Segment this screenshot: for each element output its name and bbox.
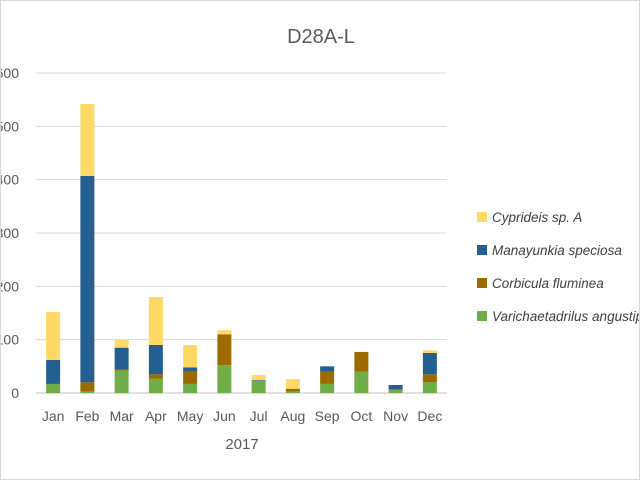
bar-segment-oct	[354, 371, 369, 393]
x-tick-label: May	[177, 408, 203, 424]
x-tick-label: Aug	[280, 408, 305, 424]
bar-segment-jun	[217, 330, 232, 335]
legend-label: Cyprideis sp. A	[492, 210, 582, 225]
y-tick-label: 200	[1, 278, 19, 294]
bar-segment-aug	[285, 391, 300, 393]
bar-segment-dec	[422, 374, 437, 383]
legend-swatch	[477, 278, 487, 288]
bar-segment-mar	[114, 347, 129, 369]
bar-segment-may	[183, 383, 198, 393]
bar-segment-jun	[217, 365, 232, 393]
bar-segment-jul	[251, 374, 266, 381]
x-tick-label: Apr	[145, 408, 167, 424]
bar-segment-apr	[148, 378, 163, 393]
x-tick-label: Nov	[383, 408, 408, 424]
y-tick-label: 300	[1, 225, 19, 241]
bar-segment-dec	[422, 350, 437, 353]
bar-segment-mar	[114, 370, 129, 393]
bar-segment-sep	[320, 366, 335, 372]
x-tick-label: Sep	[315, 408, 340, 424]
legend-label: Manayunkia speciosa	[492, 243, 622, 258]
bar-segment-feb	[80, 382, 95, 392]
bar-segment-jul	[251, 380, 266, 382]
bar-segment-aug	[285, 379, 300, 389]
bar-segment-feb	[80, 391, 95, 393]
bar-segment-feb	[80, 175, 95, 383]
legend-label: Varichaetadrilus angustipenis	[492, 309, 639, 324]
y-tick-label: 400	[1, 172, 19, 188]
legend-swatch	[477, 212, 487, 222]
bar-segment-sep	[320, 371, 335, 384]
bar-segment-apr	[148, 345, 163, 375]
bars	[46, 103, 437, 393]
legend-swatch	[477, 311, 487, 321]
bar-segment-apr	[148, 374, 163, 379]
x-tick-label: Jan	[42, 408, 65, 424]
x-axis-label: 2017	[225, 436, 258, 453]
gridlines	[36, 72, 447, 394]
bar-segment-nov	[388, 390, 403, 393]
bar-segment-nov	[388, 385, 403, 390]
y-axis: 0 100 200 300 400 500 600	[1, 65, 19, 401]
x-tick-label: Jul	[250, 408, 268, 424]
x-tick-label: Dec	[417, 408, 442, 424]
legend: Cyprideis sp. A Manayunkia speciosa Corbic…	[477, 210, 639, 324]
bar-segment-may	[183, 367, 198, 372]
bar-segment-apr	[148, 297, 163, 345]
y-tick-label: 500	[1, 118, 19, 134]
bar-segment-mar	[114, 339, 129, 348]
legend-swatch	[477, 245, 487, 255]
x-axis: Jan Feb Mar Apr May Jun Jul Aug Sep Oct Nov Dec	[42, 408, 442, 424]
y-tick-label: 100	[1, 332, 19, 348]
bar-segment-dec	[422, 353, 437, 375]
bar-segment-jan	[46, 311, 61, 360]
chart-title: D28A-L	[287, 26, 355, 48]
bar-segment-jun	[217, 334, 232, 366]
y-tick-label: 0	[11, 385, 19, 401]
bar-segment-jan	[46, 383, 61, 393]
bar-segment-may	[183, 345, 198, 368]
bar-segment-dec	[422, 382, 437, 393]
x-tick-label: Feb	[75, 408, 99, 424]
bar-segment-oct	[354, 351, 369, 372]
bar-segment-nov	[388, 389, 403, 391]
bar-segment-may	[183, 371, 198, 384]
y-tick-label: 600	[1, 65, 19, 81]
bar-segment-jul	[251, 381, 266, 393]
bar-segment-aug	[285, 388, 300, 392]
bar-segment-sep	[320, 383, 335, 393]
x-tick-label: Mar	[110, 408, 134, 424]
bar-segment-feb	[80, 103, 95, 176]
x-tick-label: Jun	[213, 408, 236, 424]
legend-label: Corbicula fluminea	[492, 276, 604, 291]
bar-segment-jan	[46, 359, 61, 384]
x-tick-label: Oct	[350, 408, 372, 424]
bar-segment-mar	[114, 369, 129, 371]
